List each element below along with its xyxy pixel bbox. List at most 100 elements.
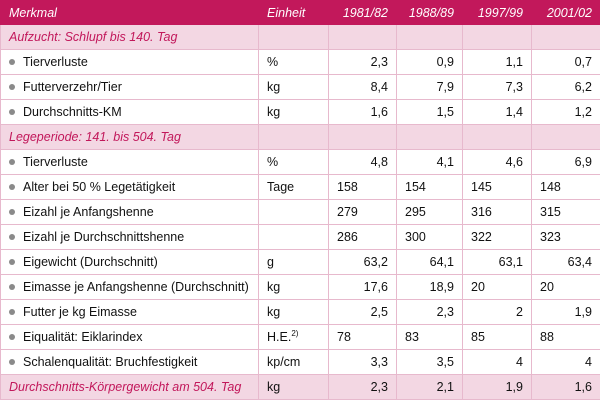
bullet-icon: [9, 109, 15, 116]
cell-value: 2,3: [328, 374, 397, 400]
bullet-icon: [9, 284, 15, 291]
row-label: Schalenqualität: Bruchfestigkeit: [0, 349, 259, 375]
row-unit: kp/cm: [258, 349, 329, 375]
cell-value: 20: [531, 274, 600, 300]
section-row-legeperiode: Legeperiode: 141. bis 504. Tag: [0, 124, 600, 150]
cell-value: 88: [531, 324, 600, 350]
row-unit: [258, 224, 329, 250]
cell-value: 2: [462, 299, 532, 325]
cell-value: 2,3: [328, 49, 397, 75]
row-unit: H.E.2): [258, 324, 329, 350]
row-unit: kg: [258, 274, 329, 300]
bullet-icon: [9, 59, 15, 66]
table-row: Schalenqualität: Bruchfestigkeit kp/cm 3…: [0, 349, 600, 375]
table-row: Futter je kg Eimasse kg 2,5 2,3 2 1,9: [0, 299, 600, 325]
cell-value: 7,3: [462, 74, 532, 100]
bullet-icon: [9, 159, 15, 166]
header-year: 2001/02: [531, 0, 600, 25]
cell-value: 17,6: [328, 274, 397, 300]
row-unit: %: [258, 49, 329, 75]
cell-value: 2,1: [396, 374, 463, 400]
cell-value: 4: [462, 349, 532, 375]
cell-value: 6,2: [531, 74, 600, 100]
cell-value: 279: [328, 199, 397, 225]
cell-value: 20: [462, 274, 532, 300]
cell-value: 158: [328, 174, 397, 200]
header-year: 1988/89: [396, 0, 463, 25]
bullet-icon: [9, 234, 15, 241]
row-unit: kg: [258, 374, 329, 400]
row-unit: %: [258, 149, 329, 175]
header-year: 1981/82: [328, 0, 397, 25]
cell-value: 7,9: [396, 74, 463, 100]
row-label: Futterverzehr/Tier: [0, 74, 259, 100]
row-unit: kg: [258, 74, 329, 100]
bullet-icon: [9, 84, 15, 91]
row-unit: [258, 199, 329, 225]
cell-value: 78: [328, 324, 397, 350]
cell-value: 0,7: [531, 49, 600, 75]
cell-value: 4,6: [462, 149, 532, 175]
bullet-icon: [9, 259, 15, 266]
cell-value: 300: [396, 224, 463, 250]
cell-value: 4,1: [396, 149, 463, 175]
cell-value: 63,4: [531, 249, 600, 275]
cell-value: 85: [462, 324, 532, 350]
cell-value: 1,9: [462, 374, 532, 400]
data-table: Merkmal Einheit 1981/82 1988/89 1997/99 …: [0, 0, 600, 400]
table-row: Durchschnitts-KM kg 1,6 1,5 1,4 1,2: [0, 99, 600, 125]
bullet-icon: [9, 359, 15, 366]
cell-value: 2,3: [396, 299, 463, 325]
section-title: Legeperiode: 141. bis 504. Tag: [0, 124, 259, 150]
bullet-icon: [9, 209, 15, 216]
row-unit: Tage: [258, 174, 329, 200]
cell-value: 1,6: [328, 99, 397, 125]
row-unit: kg: [258, 299, 329, 325]
cell-value: 2,5: [328, 299, 397, 325]
row-label: Eimasse je Anfangshenne (Durchschnitt): [0, 274, 259, 300]
cell-value: 3,3: [328, 349, 397, 375]
table-row: Eizahl je Anfangshenne 279 295 316 315: [0, 199, 600, 225]
header-merkmal: Merkmal: [0, 0, 259, 25]
cell-value: 6,9: [531, 149, 600, 175]
cell-value: 322: [462, 224, 532, 250]
bullet-icon: [9, 309, 15, 316]
row-label: Eiqualität: Eiklarindex: [0, 324, 259, 350]
row-label: Eizahl je Durchschnittshenne: [0, 224, 259, 250]
cell-value: 4: [531, 349, 600, 375]
footnote-marker: 2): [291, 329, 299, 339]
section-title: Aufzucht: Schlupf bis 140. Tag: [0, 24, 259, 50]
cell-value: 315: [531, 199, 600, 225]
cell-value: 1,9: [531, 299, 600, 325]
bullet-icon: [9, 334, 15, 341]
cell-value: 1,1: [462, 49, 532, 75]
cell-value: 1,6: [531, 374, 600, 400]
cell-value: 1,5: [396, 99, 463, 125]
row-label: Tierverluste: [0, 49, 259, 75]
row-label: Futter je kg Eimasse: [0, 299, 259, 325]
cell-value: 63,1: [462, 249, 532, 275]
table-row: Futterverzehr/Tier kg 8,4 7,9 7,3 6,2: [0, 74, 600, 100]
cell-value: 64,1: [396, 249, 463, 275]
cell-value: 8,4: [328, 74, 397, 100]
cell-value: 83: [396, 324, 463, 350]
cell-value: 286: [328, 224, 397, 250]
cell-value: 63,2: [328, 249, 397, 275]
table-row: Eizahl je Durchschnittshenne 286 300 322…: [0, 224, 600, 250]
table-row: Eiqualität: Eiklarindex H.E.2) 78 83 85 …: [0, 324, 600, 350]
table-row: Tierverluste % 2,3 0,9 1,1 0,7: [0, 49, 600, 75]
cell-value: 3,5: [396, 349, 463, 375]
cell-value: 1,4: [462, 99, 532, 125]
section-row-aufzucht: Aufzucht: Schlupf bis 140. Tag: [0, 24, 600, 50]
cell-value: 316: [462, 199, 532, 225]
header-einheit: Einheit: [258, 0, 329, 25]
row-label: Durchschnitts-KM: [0, 99, 259, 125]
row-label: Alter bei 50 % Legetätigkeit: [0, 174, 259, 200]
cell-value: 1,2: [531, 99, 600, 125]
cell-value: 0,9: [396, 49, 463, 75]
header-row: Merkmal Einheit 1981/82 1988/89 1997/99 …: [0, 0, 600, 25]
bullet-icon: [9, 184, 15, 191]
cell-value: 323: [531, 224, 600, 250]
table-row: Tierverluste % 4,8 4,1 4,6 6,9: [0, 149, 600, 175]
row-unit: g: [258, 249, 329, 275]
